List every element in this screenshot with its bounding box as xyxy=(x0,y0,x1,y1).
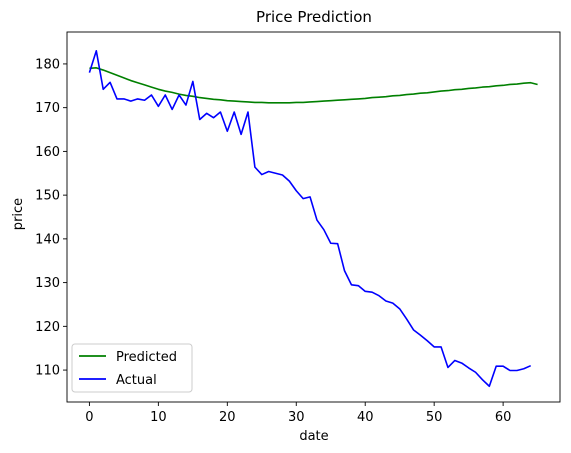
series-line-actual xyxy=(88,50,532,388)
y-axis-ticks: 110 120 130 140 150 160 170 180 xyxy=(35,57,67,379)
x-axis-label: date xyxy=(299,429,328,444)
series-layer xyxy=(88,50,538,388)
y-tick-label: 160 xyxy=(35,145,60,160)
series-line-predicted xyxy=(89,67,538,104)
y-tick-label: 110 xyxy=(35,364,60,379)
y-tick-label: 120 xyxy=(35,320,60,335)
x-tick-label: 30 xyxy=(288,410,305,425)
x-tick-label: 20 xyxy=(219,410,236,425)
y-tick-label: 140 xyxy=(35,232,60,247)
x-tick-label: 40 xyxy=(357,410,374,425)
y-tick-label: 130 xyxy=(35,276,60,291)
chart-title: Price Prediction xyxy=(256,8,372,26)
x-tick-label: 60 xyxy=(495,410,512,425)
y-tick-label: 180 xyxy=(35,57,60,72)
plot-area-frame xyxy=(66,31,561,403)
x-axis-ticks: 0 10 20 30 40 50 60 xyxy=(85,402,511,425)
legend-label-actual: Actual xyxy=(116,373,157,388)
x-tick-label: 10 xyxy=(150,410,167,425)
y-tick-label: 150 xyxy=(35,189,60,204)
legend-label-predicted: Predicted xyxy=(116,350,177,365)
legend: Predicted Actual xyxy=(71,343,193,393)
y-axis-label: price xyxy=(11,198,26,230)
y-tick-label: 170 xyxy=(35,101,60,116)
x-tick-label: 50 xyxy=(426,410,443,425)
x-tick-label: 0 xyxy=(85,410,93,425)
